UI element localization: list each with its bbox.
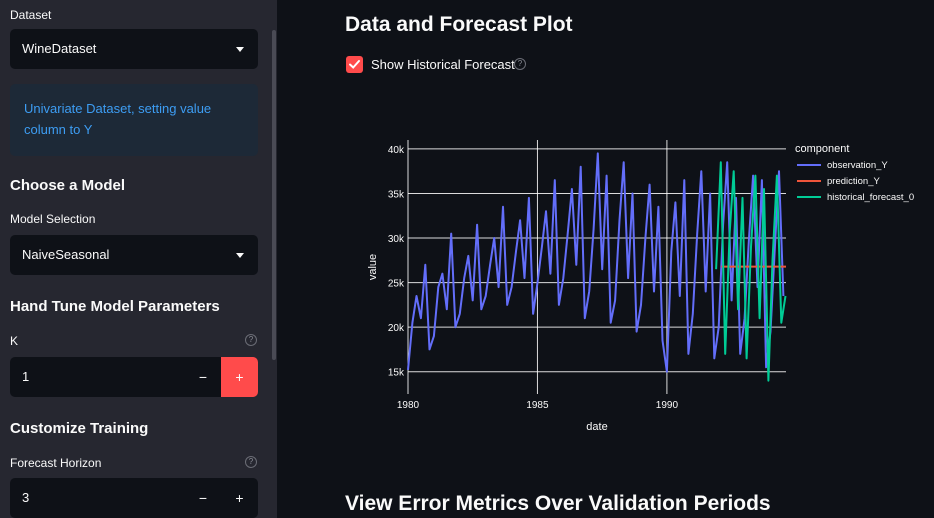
k-label: K — [10, 334, 19, 348]
series-line-historical_forecast_0 — [715, 161, 787, 382]
checkmark-icon — [349, 60, 360, 69]
customize-training-heading: Customize Training — [10, 420, 149, 437]
chart-axes: 15k 20k 25k 30k 35k 40k 1980 1985 1990 date value — [367, 145, 678, 433]
dataset-select-value: WineDataset — [22, 41, 97, 56]
y-tick-label: 35k — [388, 189, 405, 200]
page-title: Data and Forecast Plot — [345, 13, 573, 36]
info-alert: Univariate Dataset, setting value column… — [10, 84, 258, 156]
y-tick-label: 15k — [388, 368, 405, 379]
k-decrement-button[interactable]: − — [198, 369, 208, 385]
help-icon[interactable]: ? — [245, 456, 257, 468]
legend-entry[interactable]: observation_Y — [827, 160, 888, 171]
forecast-horizon-input[interactable]: 3 − + — [10, 478, 258, 518]
dataset-label: Dataset — [10, 8, 52, 22]
hand-tune-heading: Hand Tune Model Parameters — [10, 298, 220, 315]
chart-series — [407, 152, 787, 382]
x-tick-label: 1990 — [656, 400, 679, 411]
y-tick-label: 25k — [388, 279, 405, 290]
x-axis-label: date — [586, 421, 607, 433]
model-select[interactable]: NaiveSeasonal — [10, 235, 258, 275]
x-tick-label: 1980 — [397, 400, 420, 411]
k-increment-button[interactable]: + — [221, 357, 258, 397]
series-line-observation_Y — [407, 152, 785, 373]
forecast-horizon-decrement-button[interactable]: − — [198, 490, 208, 506]
y-axis-label: value — [367, 254, 379, 280]
forecast-horizon-label: Forecast Horizon — [10, 456, 102, 470]
model-selection-label: Model Selection — [10, 212, 96, 226]
y-tick-label: 20k — [388, 323, 405, 334]
forecast-horizon-increment-button[interactable]: + — [235, 490, 244, 506]
show-historical-forecast-label[interactable]: Show Historical Forecast — [371, 57, 515, 72]
chevron-down-icon — [236, 47, 244, 52]
model-select-value: NaiveSeasonal — [22, 247, 110, 262]
k-value[interactable]: 1 — [22, 369, 30, 384]
y-tick-label: 40k — [388, 145, 405, 156]
legend-title: component — [795, 143, 849, 155]
legend-entry[interactable]: prediction_Y — [827, 176, 880, 187]
dataset-select[interactable]: WineDataset — [10, 29, 258, 69]
info-alert-text: Univariate Dataset, setting value column… — [24, 101, 212, 137]
sidebar: Dataset WineDataset Univariate Dataset, … — [0, 0, 277, 518]
show-historical-forecast-checkbox[interactable] — [346, 56, 363, 73]
legend-entry[interactable]: historical_forecast_0 — [827, 192, 914, 203]
error-metrics-heading: View Error Metrics Over Validation Perio… — [345, 492, 771, 515]
y-tick-label: 30k — [388, 234, 405, 245]
k-number-input[interactable]: 1 − + — [10, 357, 258, 397]
help-icon[interactable]: ? — [245, 334, 257, 346]
choose-model-heading: Choose a Model — [10, 177, 126, 194]
help-icon[interactable]: ? — [514, 58, 526, 70]
chevron-down-icon — [236, 253, 244, 258]
forecast-horizon-value[interactable]: 3 — [22, 490, 30, 505]
sidebar-scrollbar[interactable] — [272, 30, 276, 360]
x-tick-label: 1985 — [526, 400, 549, 411]
chart-legend[interactable]: component observation_Y prediction_Yhistor… — [795, 143, 914, 203]
